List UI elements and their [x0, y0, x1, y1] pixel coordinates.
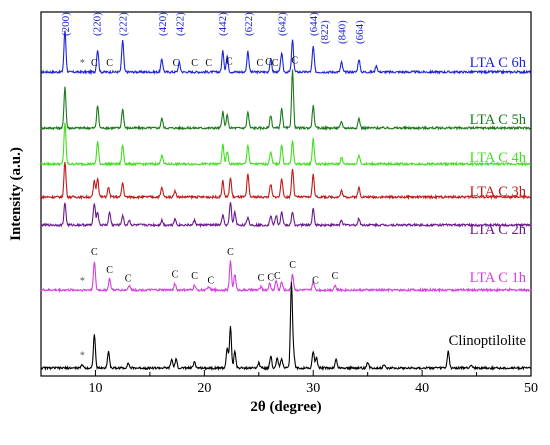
series-line-clinoptilolite	[40, 282, 532, 372]
series-label: LTA C 5h	[470, 112, 527, 128]
x-tick-label: 20	[197, 381, 211, 396]
traces-group: LTA C 6h* C C C C C C C C C C(200) (220) (222) (420)(…	[40, 12, 532, 372]
peak-marker: C	[208, 276, 215, 287]
peak-marker: C	[257, 58, 264, 69]
peak-marker: C	[106, 265, 113, 276]
series-label: LTA C 4h	[470, 150, 527, 166]
peak-marker: C	[125, 273, 132, 284]
hkl-label: (840)	[337, 20, 349, 44]
x-axis-title: 2θ (degree)	[250, 399, 321, 415]
hkl-label: (422)	[174, 12, 186, 36]
peak-marker: C	[312, 275, 319, 286]
peak-marker: C	[191, 58, 198, 69]
series-label: LTA C 6h	[470, 55, 527, 71]
series-line-lta-c-5h	[40, 69, 532, 131]
series-line-lta-c-4h	[40, 122, 532, 168]
hkl-label: (622)	[243, 12, 255, 36]
x-tick-label: 40	[415, 381, 429, 396]
peak-marker: *	[80, 276, 85, 287]
hkl-label: (642)	[277, 12, 289, 36]
series-line-lta-c-3h	[40, 161, 532, 201]
series-label: LTA C 2h	[470, 222, 527, 238]
peak-marker: C	[106, 58, 113, 69]
y-axis-title: Intensity (a.u.)	[8, 147, 24, 241]
x-tick-label: 30	[306, 381, 320, 396]
peak-marker: C	[258, 273, 265, 284]
peak-marker: C	[274, 271, 281, 282]
peak-marker: C	[291, 55, 298, 66]
peak-marker: C	[172, 270, 179, 281]
peak-marker: C	[173, 58, 180, 69]
hkl-label: (664)	[354, 20, 366, 44]
series-label: Clinoptilolite	[449, 333, 526, 349]
hkl-label: (220)	[92, 12, 104, 36]
hkl-label: (822)	[319, 20, 331, 44]
x-tick-label: 50	[524, 381, 538, 396]
peak-marker: *	[80, 58, 85, 69]
peak-marker: C	[91, 247, 98, 258]
series-label: LTA C 1h	[470, 270, 527, 286]
hkl-label: (442)	[217, 12, 229, 36]
peak-marker: C	[226, 57, 233, 68]
peak-marker: C	[265, 57, 272, 68]
series-line-lta-c-1h	[40, 260, 532, 294]
hkl-label: (222)	[118, 12, 130, 36]
hkl-label: (644)	[308, 12, 320, 36]
peak-marker: C	[289, 260, 296, 271]
peak-marker: C	[191, 271, 198, 282]
peak-marker: C	[267, 273, 274, 284]
hkl-label: (200)	[60, 12, 72, 36]
peak-marker: *	[80, 351, 85, 362]
plot-frame	[40, 11, 532, 377]
x-tick-label: 10	[88, 381, 102, 396]
peak-marker: C	[205, 58, 212, 69]
peak-marker: C	[91, 58, 98, 69]
hkl-label: (420)	[157, 12, 169, 36]
peak-marker: C	[332, 271, 339, 282]
series-line-lta-c-2h	[40, 202, 532, 228]
peak-marker: C	[227, 247, 234, 258]
series-label: LTA C 3h	[470, 184, 527, 200]
series-line-lta-c-6h	[40, 30, 532, 76]
x-ticks-group: 10 20 30 40 50	[40, 370, 538, 396]
peak-marker: C	[272, 58, 279, 69]
